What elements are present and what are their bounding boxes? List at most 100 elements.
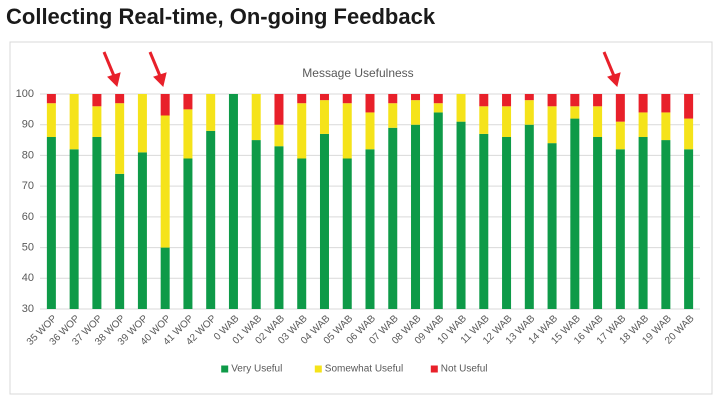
bar-segment — [297, 94, 307, 104]
bar-segment — [319, 94, 329, 101]
bar-segment — [547, 143, 557, 309]
bar-segment — [92, 137, 102, 309]
y-tick-label: 80 — [22, 149, 34, 161]
bar-segment — [547, 106, 557, 144]
bar-segment — [251, 140, 261, 309]
bar-segment — [388, 94, 398, 104]
y-tick-label: 30 — [22, 303, 34, 315]
bar-segment — [115, 94, 125, 104]
bar-segment — [297, 158, 307, 309]
legend-label: Not Useful — [441, 364, 488, 375]
bar-segment — [638, 137, 648, 309]
chart-title: Message Usefulness — [302, 66, 413, 80]
bar-segment — [524, 100, 534, 125]
bar-segment — [137, 94, 147, 153]
bar-segment — [661, 94, 671, 113]
legend-label: Very Useful — [231, 364, 282, 375]
bar-segment — [46, 103, 56, 137]
bar-segment — [502, 137, 512, 309]
bar-segment — [115, 173, 125, 309]
y-tick-label: 60 — [22, 211, 34, 223]
bar-segment — [183, 94, 193, 110]
y-tick-label: 100 — [16, 88, 34, 100]
bar-segment — [342, 103, 352, 159]
arrow-head — [153, 72, 167, 87]
bar-segment — [661, 112, 671, 141]
bar-segment — [297, 103, 307, 159]
bar-segment — [479, 106, 489, 134]
bar-segment — [570, 94, 580, 107]
arrows — [102, 51, 621, 87]
bar-segment — [456, 121, 466, 310]
bar-segment — [433, 94, 443, 104]
bar-segment — [206, 130, 216, 309]
bar-segment — [684, 118, 694, 150]
bar-segment — [593, 106, 603, 137]
bar-segment — [228, 94, 238, 309]
bar-segment — [342, 94, 352, 104]
bar-segment — [502, 106, 512, 137]
bar-segment — [593, 94, 603, 107]
bar-segment — [92, 94, 102, 107]
bar-segment — [46, 137, 56, 309]
bar-segment — [615, 121, 625, 150]
bar-segment — [92, 106, 102, 137]
bar-segment — [433, 103, 443, 113]
bar-segment — [274, 146, 284, 309]
bar-segment — [69, 149, 79, 309]
arrow-head — [607, 72, 621, 87]
bar-segment — [638, 112, 648, 137]
bar-segment — [684, 149, 694, 309]
arrow — [602, 51, 616, 77]
legend-label: Somewhat Useful — [325, 364, 403, 375]
bar-segment — [251, 94, 261, 141]
legend-swatch — [430, 365, 438, 373]
y-tick-label: 50 — [22, 241, 34, 253]
y-tick-label: 90 — [22, 119, 34, 131]
bar-segment — [502, 94, 512, 107]
bar-segment — [456, 94, 466, 122]
bar-segment — [615, 149, 625, 309]
bar-segment — [365, 149, 375, 309]
bar-segment — [46, 94, 56, 104]
bar-segment — [365, 94, 375, 113]
bar-segment — [274, 124, 284, 147]
arrow — [148, 51, 162, 77]
bar-segment — [69, 94, 79, 150]
bar-segment — [365, 112, 375, 150]
arrow — [102, 51, 116, 77]
y-tick-label: 70 — [22, 180, 34, 192]
bar-segment — [160, 115, 170, 248]
bar-segment — [479, 133, 489, 309]
bar-segment — [615, 94, 625, 122]
bar-segment — [547, 94, 557, 107]
bar-segment — [411, 124, 421, 309]
bar-segment — [319, 100, 329, 134]
bar-segment — [206, 94, 216, 131]
bar-segment — [319, 133, 329, 309]
bar-segment — [137, 152, 147, 309]
bar-segment — [661, 140, 671, 309]
bar-segment — [388, 103, 398, 128]
bar-segment — [115, 103, 125, 174]
bar-segment — [342, 158, 352, 309]
bar-segment — [570, 106, 580, 119]
legend-swatch — [221, 365, 229, 373]
bar-segment — [433, 112, 443, 309]
bar-segment — [274, 94, 284, 125]
legend-swatch — [314, 365, 322, 373]
bar-segment — [638, 94, 648, 113]
bar-segment — [593, 137, 603, 309]
bar-segment — [570, 118, 580, 309]
bar-segment — [479, 94, 489, 107]
bar-segment — [684, 94, 694, 119]
bar-segment — [160, 94, 170, 116]
bar-segment — [524, 94, 534, 101]
bar-segment — [160, 247, 170, 309]
bar-segment — [411, 100, 421, 125]
bar-segment — [411, 94, 421, 101]
slide-title: Collecting Real-time, On-going Feedback — [6, 4, 436, 29]
bar-segment — [183, 109, 193, 159]
